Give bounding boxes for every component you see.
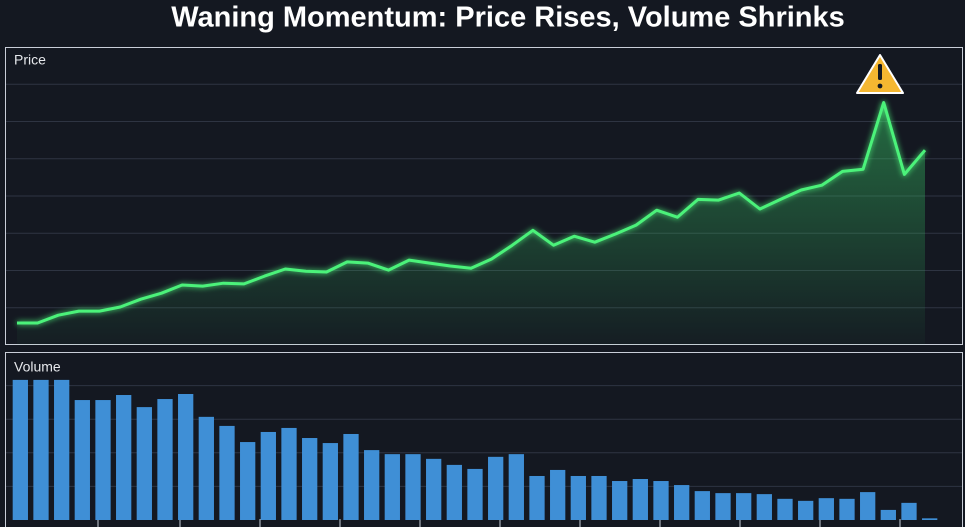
volume-bar: [591, 475, 607, 520]
volume-bar: [736, 493, 752, 520]
volume-bar: [860, 492, 876, 520]
volume-bar: [901, 502, 917, 520]
volume-bar: [715, 493, 731, 520]
volume-bar: [467, 468, 483, 520]
chart-title: Waning Momentum: Price Rises, Volume Shr…: [171, 2, 845, 34]
price-line: [17, 101, 927, 325]
volume-bar: [343, 433, 359, 520]
volume-bar: [756, 494, 772, 520]
volume-bar: [198, 416, 214, 520]
volume-bar: [880, 509, 896, 520]
volume-bar: [529, 475, 545, 520]
volume-bar: [488, 456, 504, 520]
volume-bar: [405, 454, 421, 520]
volume-bar: [219, 425, 235, 520]
volume-bar: [157, 399, 173, 520]
volume-bar: [922, 518, 938, 520]
volume-bar: [550, 469, 566, 520]
volume-bar: [653, 481, 669, 520]
volume-bar: [260, 431, 276, 520]
volume-bar: [54, 379, 70, 520]
panel-label: Price: [14, 52, 46, 68]
volume-bar: [116, 395, 132, 520]
volume-bar: [508, 454, 524, 520]
volume-bar: [694, 491, 710, 520]
volume-bar: [302, 438, 318, 520]
volume-bar: [446, 464, 462, 520]
volume-bar: [798, 500, 814, 520]
volume-bar: [632, 479, 648, 520]
volume-bar: [818, 498, 834, 520]
volume-bar: [674, 485, 690, 520]
x-ticks: [97, 519, 901, 527]
volume-bar: [426, 458, 442, 520]
volume-bar: [33, 379, 49, 520]
volume-bar: [384, 454, 400, 520]
panel-label: Volume: [14, 359, 61, 375]
volume-bar: [178, 394, 194, 520]
warning-icon: [856, 54, 904, 94]
volume-bar: [322, 443, 338, 520]
volume-panel: [5, 352, 963, 527]
volume-bar: [12, 379, 28, 520]
volume-bar: [777, 498, 793, 520]
volume-bar: [612, 481, 628, 520]
volume-bar: [136, 407, 152, 520]
volume-bar: [95, 400, 111, 520]
volume-bar: [364, 450, 380, 520]
volume-bar: [74, 400, 90, 520]
volume-bar: [240, 442, 256, 520]
volume-bar: [839, 498, 855, 520]
volume-bar: [281, 427, 297, 520]
volume-bar: [570, 475, 586, 520]
